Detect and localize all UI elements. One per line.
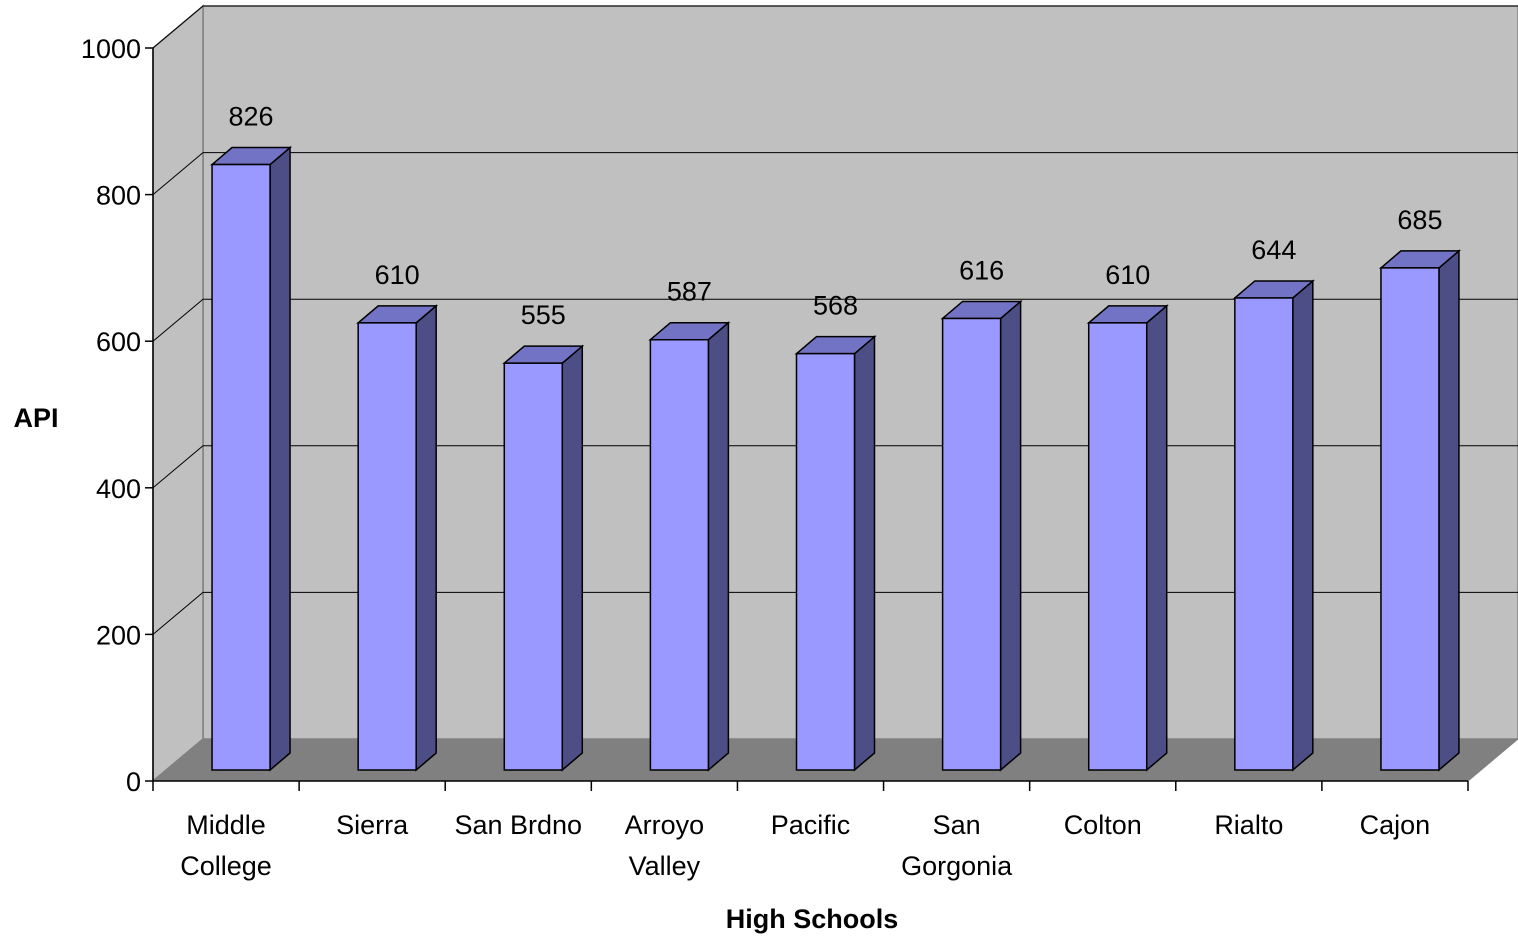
y-tick-label: 800 xyxy=(96,181,141,211)
gridline xyxy=(152,591,1518,635)
y-tick-label: 600 xyxy=(96,327,141,357)
x-axis-title: High Schools xyxy=(726,904,899,934)
bar-front xyxy=(1234,297,1294,771)
bar-side xyxy=(561,344,584,772)
bar-side xyxy=(853,335,876,772)
x-tick-label: Pacific xyxy=(771,810,851,840)
bar: 555 xyxy=(502,300,585,772)
y-axis-title: API xyxy=(13,403,58,433)
y-tick-label: 1000 xyxy=(81,34,141,64)
data-label: 587 xyxy=(667,277,712,307)
bar-front xyxy=(211,163,271,771)
bar-front xyxy=(649,338,710,771)
bar-side xyxy=(269,145,291,772)
bar-front xyxy=(503,362,564,771)
x-tick-label: Middle College xyxy=(180,810,272,881)
bar: 568 xyxy=(794,291,877,772)
bar-side xyxy=(707,321,730,772)
y-tick-label: 0 xyxy=(126,767,141,797)
bar-side xyxy=(1292,279,1314,772)
bar-front xyxy=(795,352,856,771)
gridlines xyxy=(152,5,1518,635)
gridline xyxy=(152,5,1518,49)
bar: 644 xyxy=(1232,235,1315,772)
bar-side xyxy=(999,299,1022,772)
data-label: 826 xyxy=(229,102,274,132)
y-axis: 0 200 400 600 800 1000 xyxy=(81,34,154,797)
bar-front xyxy=(357,322,417,771)
bar: 610 xyxy=(356,260,439,772)
bar: 587 xyxy=(648,277,731,772)
bar-side xyxy=(1438,249,1460,772)
data-label: 610 xyxy=(375,260,420,290)
x-tick-label: Arroyo Valley xyxy=(625,810,705,881)
x-tick-label: Cajon xyxy=(1360,810,1431,840)
data-label: 616 xyxy=(959,255,1004,285)
bar-front xyxy=(941,317,1002,771)
x-tick-label: Sierra xyxy=(336,810,409,840)
data-label: 568 xyxy=(813,291,858,321)
bar-side xyxy=(415,304,437,772)
x-tick-label: San Gorgonia xyxy=(901,810,1013,881)
bar: 685 xyxy=(1378,205,1461,772)
x-tick-label: Colton xyxy=(1064,810,1142,840)
side-wall xyxy=(152,4,204,783)
bars: 826 610 555 587 568 616 610 644 685 xyxy=(210,102,1461,772)
bar: 826 xyxy=(210,102,293,772)
x-tick-label: Rialto xyxy=(1214,810,1283,840)
gridline xyxy=(152,298,1518,342)
data-label: 685 xyxy=(1397,205,1442,235)
data-label: 555 xyxy=(521,300,566,330)
y-tick-label: 200 xyxy=(96,620,141,650)
data-label: 644 xyxy=(1251,235,1296,265)
gridline xyxy=(152,152,1518,195)
bar: 616 xyxy=(940,255,1023,772)
y-tick-label: 400 xyxy=(96,474,141,504)
bar: 610 xyxy=(1086,260,1169,772)
x-tick-label: San Brdno xyxy=(454,810,582,840)
bar-front xyxy=(1087,322,1148,771)
bar-front xyxy=(1380,267,1440,771)
data-label: 610 xyxy=(1105,260,1150,290)
gridline xyxy=(152,445,1518,489)
bar-side xyxy=(1145,304,1168,772)
x-axis: Middle College Sierra San Brdno Arroyo Valley… xyxy=(152,780,1469,881)
